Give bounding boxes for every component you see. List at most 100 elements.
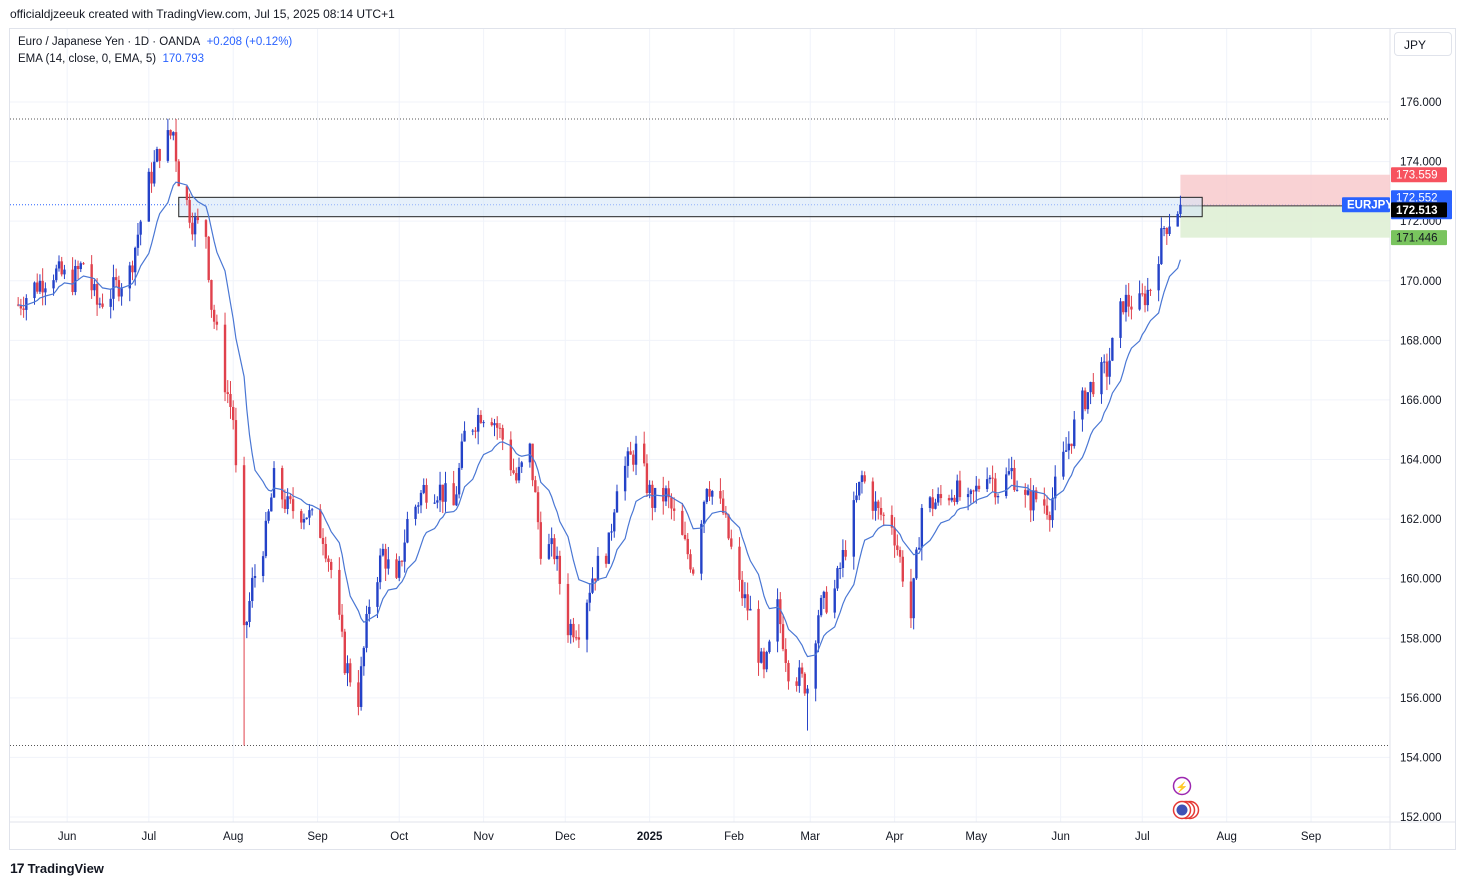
candle-body [120, 288, 123, 297]
candle-body [338, 569, 341, 615]
ema-value: 170.793 [162, 53, 205, 65]
y-tick-label: 152.000 [1400, 812, 1442, 824]
candle-body [825, 591, 828, 613]
eu-flag-icon [1176, 804, 1188, 816]
candle-body [19, 304, 23, 309]
candle-body [855, 495, 858, 501]
x-tick-label: Nov [473, 831, 494, 843]
y-tick-label: 156.000 [1400, 693, 1442, 705]
candle-body [177, 161, 180, 187]
candle-body [343, 631, 346, 674]
candle-body [196, 217, 200, 221]
price-change: +0.208 (+0.12%) [206, 36, 293, 48]
candle-body [1168, 226, 1171, 234]
candle-body [128, 265, 131, 289]
candle-body [1108, 360, 1111, 377]
candle-body [460, 441, 464, 468]
candle-body [746, 594, 749, 611]
symbol-title[interactable]: Euro / Japanese Yen · 1D · OANDA [18, 36, 201, 48]
candle-body [531, 443, 534, 481]
candle-body [267, 511, 270, 521]
candle-body [852, 500, 855, 557]
x-tick-label: Jul [1135, 831, 1150, 843]
candle-body [939, 494, 943, 499]
candle-body [1141, 293, 1144, 295]
candle-body [814, 643, 817, 689]
candle-body [286, 496, 289, 509]
candle-body [340, 614, 344, 632]
candle-body [101, 303, 104, 307]
candle-body [819, 597, 823, 616]
candle-body [291, 499, 295, 512]
candle-body [1062, 451, 1065, 477]
candle-body [419, 492, 423, 506]
candle-body [909, 581, 913, 619]
candle-body [172, 132, 175, 136]
candle-body [71, 269, 74, 293]
candle-body [953, 497, 956, 502]
ema-line [18, 181, 1181, 658]
candle-body [264, 520, 268, 557]
candle-body [626, 451, 630, 466]
candle-body [457, 467, 461, 495]
candle-body [1146, 289, 1149, 306]
candle-body [817, 615, 820, 644]
candle-body [841, 550, 845, 568]
candle-body [1005, 474, 1008, 497]
candle-body [436, 500, 439, 503]
candle-body [896, 545, 899, 550]
candle-body [966, 494, 970, 498]
candle-body [471, 430, 474, 432]
candle-body [490, 422, 493, 426]
candle-body [762, 651, 766, 670]
candle-body [822, 591, 826, 598]
y-tick-label: 162.000 [1400, 514, 1442, 526]
tradingview-logo[interactable]: 17 TradingView [10, 860, 104, 876]
y-tick-label: 158.000 [1400, 633, 1442, 645]
resistance-zone[interactable] [178, 196, 1203, 218]
x-tick-label: Dec [555, 831, 576, 843]
flash-event-icon[interactable] [1172, 776, 1192, 796]
candle-body [1149, 289, 1152, 291]
candle-body [38, 280, 42, 292]
candle-body [1089, 381, 1092, 393]
candle-body [387, 559, 390, 569]
candle-body [689, 554, 692, 570]
candle-body [324, 543, 327, 559]
candle-body [319, 509, 322, 538]
candle-body [643, 443, 646, 464]
y-tick-label: 176.000 [1400, 97, 1442, 109]
candle-body [534, 480, 537, 493]
candle-body [417, 505, 420, 507]
candle-body [41, 280, 44, 293]
candle-body [55, 268, 58, 281]
candle-body [863, 475, 866, 482]
candle-body [972, 490, 975, 492]
candle-body [245, 621, 249, 626]
candle-body [226, 392, 229, 394]
candle-body [357, 682, 360, 707]
candle-body [700, 523, 703, 574]
candle-body [280, 468, 284, 500]
ema-label[interactable]: EMA (14, close, 0, EMA, 5) [18, 53, 157, 65]
candle-body [882, 514, 885, 516]
candle-body [931, 497, 934, 509]
candle-body [158, 148, 161, 161]
candle-body [57, 261, 61, 269]
candle-body [893, 527, 896, 546]
candle-body [607, 532, 611, 564]
candle-body [702, 501, 706, 524]
y-tick-label: 164.000 [1400, 455, 1442, 467]
candle-body [1026, 490, 1030, 495]
price-tag-last [1391, 190, 1452, 206]
candle-body [321, 537, 325, 544]
currency-button[interactable]: JPY [1394, 32, 1452, 56]
candle-body [444, 483, 447, 502]
candle-body [310, 509, 314, 511]
candle-body [604, 555, 608, 564]
candle-body [528, 443, 532, 463]
price-tag-text: 171.446 [1396, 233, 1438, 245]
candle-body [1048, 515, 1051, 521]
price-tag-text: 172.513 [1396, 205, 1438, 217]
